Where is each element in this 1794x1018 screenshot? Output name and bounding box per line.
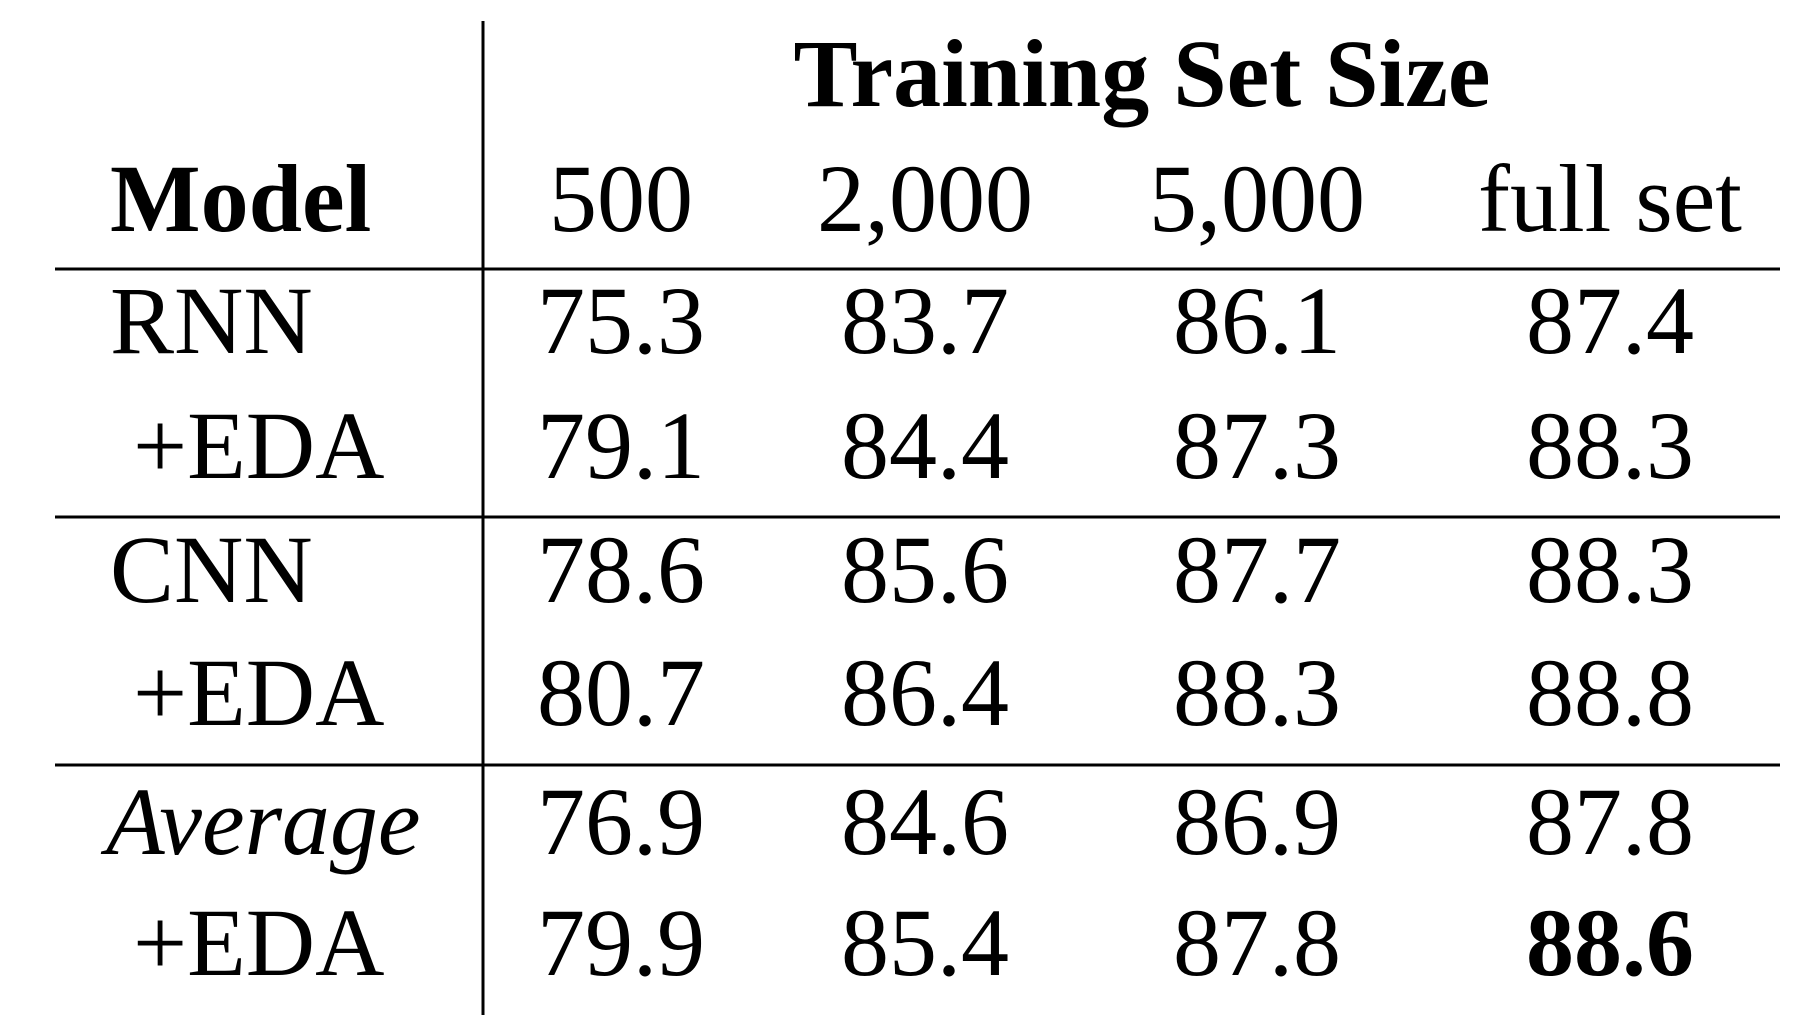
cell-value: 79.9 <box>537 889 705 996</box>
row-label: +EDA <box>133 639 384 746</box>
row-label: +EDA <box>133 889 384 996</box>
cell-value: 78.6 <box>537 516 705 623</box>
row-label: +EDA <box>133 392 384 499</box>
cell-value: 85.4 <box>841 889 1009 996</box>
cell-value: 87.3 <box>1173 392 1341 499</box>
cell-value: 87.4 <box>1526 267 1694 374</box>
cell-value: 86.4 <box>841 639 1009 746</box>
column-header: 2,000 <box>817 145 1033 252</box>
row-label: Average <box>100 768 421 875</box>
cell-value: 75.3 <box>537 267 705 374</box>
column-header: 500 <box>549 145 693 252</box>
column-header: full set <box>1478 145 1742 252</box>
cell-value: 80.7 <box>537 639 705 746</box>
cell-value: 83.7 <box>841 267 1009 374</box>
row-label: RNN <box>110 267 313 374</box>
cell-value: 87.7 <box>1173 516 1341 623</box>
cell-value: 88.3 <box>1526 516 1694 623</box>
cell-value: 86.1 <box>1173 267 1341 374</box>
cell-value: 85.6 <box>841 516 1009 623</box>
cell-value: 87.8 <box>1173 889 1341 996</box>
cell-value: 88.8 <box>1526 639 1694 746</box>
cell-value: 86.9 <box>1173 768 1341 875</box>
cell-value: 88.6 <box>1526 889 1694 996</box>
cell-value: 88.3 <box>1173 639 1341 746</box>
cell-value: 76.9 <box>537 768 705 875</box>
row-label: CNN <box>110 516 313 623</box>
cell-value: 87.8 <box>1526 768 1694 875</box>
column-header: 5,000 <box>1149 145 1365 252</box>
cell-value: 79.1 <box>537 392 705 499</box>
cell-value: 84.4 <box>841 392 1009 499</box>
column-group-title: Training Set Size <box>794 20 1491 127</box>
cell-value: 88.3 <box>1526 392 1694 499</box>
cell-value: 84.6 <box>841 768 1009 875</box>
column-header: Model <box>110 145 371 252</box>
